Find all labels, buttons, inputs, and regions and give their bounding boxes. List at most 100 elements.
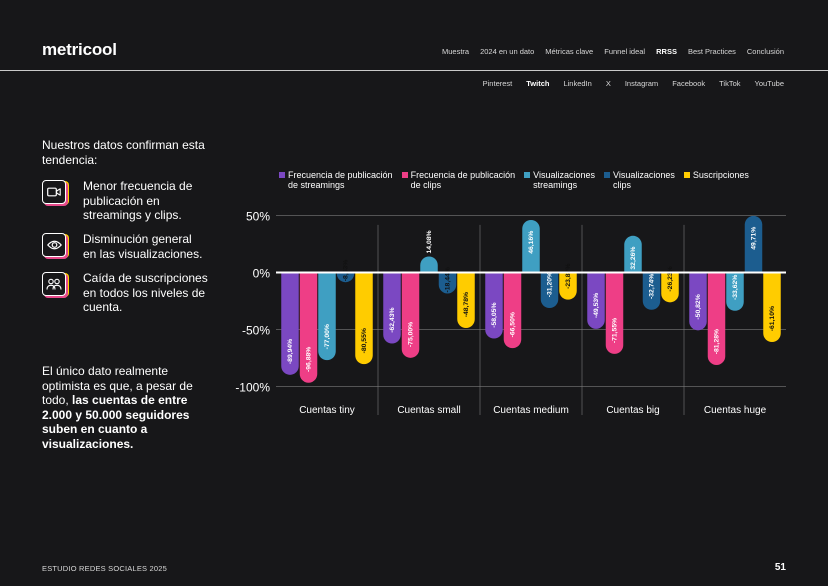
data-label: -66,50% [509, 312, 516, 337]
point-text: Disminución general en las visualizacion… [83, 232, 203, 261]
legend-label: Frecuencia de publicación de clips [410, 170, 516, 190]
legend-swatch [604, 172, 611, 178]
data-label: -75,00% [407, 322, 414, 347]
nav-divider [0, 70, 828, 71]
data-label: -58,05% [491, 302, 498, 327]
network-tab-pinterest[interactable]: Pinterest [482, 79, 513, 88]
data-label: -23,87% [565, 264, 572, 289]
network-tab-twitch[interactable]: Twitch [526, 79, 550, 88]
data-label: -81,28% [713, 329, 720, 354]
bar [624, 235, 642, 273]
bar [661, 272, 679, 303]
data-label: -89,94% [287, 339, 294, 364]
legend-swatch [524, 172, 531, 178]
bar [318, 272, 336, 361]
data-label: 49,71% [750, 227, 757, 250]
y-tick-label: 50% [246, 210, 270, 224]
bar [420, 256, 438, 273]
bar [299, 272, 318, 383]
point-views: Disminución general en las visualizacion… [42, 232, 208, 261]
data-label: -61,10% [769, 306, 776, 331]
legend-label: Suscripciones [692, 170, 749, 180]
point-subscriptions: Caída de suscripciones en todos los nive… [42, 271, 208, 315]
data-label: -80,55% [361, 328, 368, 353]
data-label: -48,78% [463, 292, 470, 317]
x-tick-label: Cuentas tiny [299, 405, 355, 416]
network-tab-x[interactable]: X [605, 79, 611, 88]
bar [336, 272, 355, 283]
top-nav-muestra[interactable]: Muestra [441, 47, 470, 56]
x-tick-label: Cuentas small [397, 405, 460, 416]
chart-legend: Frecuencia de publicación de streamings … [279, 170, 758, 190]
conclusion-highlight: las cuentas de entre 2.000 y 50.000 segu… [42, 393, 190, 451]
legend-label: Frecuencia de publicación de streamings [288, 170, 393, 190]
bar [707, 272, 726, 365]
bar [689, 272, 707, 331]
legend-swatch [683, 172, 690, 178]
metricool-logo[interactable]: metricool [42, 40, 117, 59]
network-nav: Pinterest Twitch LinkedIn X Instagram Fa… [483, 79, 784, 88]
bar [763, 272, 781, 343]
bar [642, 272, 661, 310]
network-tab-instagram[interactable]: Instagram [624, 79, 659, 88]
y-tick-label: -50% [242, 323, 270, 337]
network-tab-tiktok[interactable]: TikTok [719, 79, 741, 88]
top-nav-best-practices[interactable]: Best Practices [687, 47, 736, 56]
y-tick-label: 0% [253, 267, 271, 281]
data-label: -31,20% [546, 272, 553, 297]
legend-swatch [401, 172, 408, 178]
data-label: -49,53% [593, 293, 600, 318]
bar [485, 272, 503, 339]
network-tab-youtube[interactable]: YouTube [754, 79, 784, 88]
conclusion-plain: El único dato realmente optimista es que… [42, 364, 193, 407]
y-tick-label: -100% [235, 380, 270, 394]
top-nav-rrss[interactable]: RRSS [656, 47, 677, 56]
bar [503, 272, 522, 349]
data-label: -8,53% [342, 260, 349, 282]
bar [559, 272, 577, 300]
data-label: 46,16% [528, 231, 535, 254]
eye-icon [42, 233, 66, 257]
x-tick-label: Cuentas medium [493, 405, 569, 416]
point-text: Menor frecuencia de publicación en strea… [83, 179, 193, 222]
bar [522, 219, 540, 273]
footer-title: ESTUDIO REDES SOCIALES 2025 [42, 564, 168, 573]
legend-item: Frecuencia de publicación de clips [401, 170, 516, 190]
bar [383, 272, 401, 344]
data-label: -33,62% [732, 275, 739, 300]
network-tab-facebook[interactable]: Facebook [672, 79, 706, 88]
data-label: -77,00% [324, 324, 331, 349]
top-nav: Muestra 2024 en un dato Métricas clave F… [442, 47, 784, 56]
x-tick-label: Cuentas huge [704, 405, 767, 416]
intro-text: Nuestros datos confirman esta tendencia: [42, 138, 205, 167]
x-tick-label: Cuentas big [606, 405, 659, 416]
video-camera-icon [42, 180, 66, 204]
legend-item: Visualizaciones clips [604, 170, 675, 190]
data-label: -32,74% [648, 274, 655, 299]
data-label: -18,44% [444, 267, 451, 292]
bar [281, 272, 299, 375]
top-nav-conclusion[interactable]: Conclusión [746, 47, 784, 56]
data-label: 32,26% [630, 247, 637, 270]
bar [726, 272, 744, 311]
data-label: -71,55% [611, 318, 618, 343]
bar [401, 272, 420, 358]
users-icon [42, 272, 66, 296]
top-nav-funnel[interactable]: Funnel ideal [604, 47, 646, 56]
legend-item: Visualizaciones streamings [524, 170, 595, 190]
bar [438, 272, 457, 294]
bar [744, 215, 763, 273]
conclusion-text: El único dato realmente optimista es que… [42, 364, 217, 451]
top-nav-metricas[interactable]: Métricas clave [545, 47, 594, 56]
bar [605, 272, 624, 354]
network-tab-linkedin[interactable]: LinkedIn [563, 79, 592, 88]
legend-item: Frecuencia de publicación de streamings [279, 170, 393, 190]
data-label: -26,23% [667, 266, 674, 291]
data-label: -96,88% [305, 347, 312, 372]
top-nav-2024[interactable]: 2024 en un dato [480, 47, 535, 56]
data-label: -50,82% [695, 294, 702, 319]
bar [355, 272, 373, 365]
legend-label: Visualizaciones streamings [533, 170, 596, 190]
bar [587, 272, 605, 329]
